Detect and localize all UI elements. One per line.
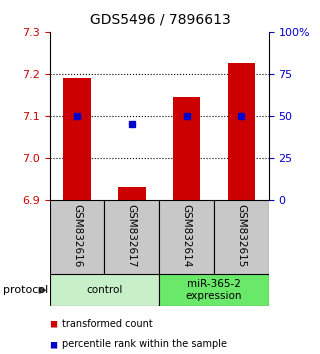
Bar xyxy=(50,274,159,306)
Bar xyxy=(104,200,159,274)
Bar xyxy=(118,187,146,200)
Bar xyxy=(173,97,200,200)
Bar xyxy=(159,274,269,306)
Text: GSM832617: GSM832617 xyxy=(127,204,137,267)
Text: GSM832614: GSM832614 xyxy=(182,204,192,267)
Text: miR-365-2
expression: miR-365-2 expression xyxy=(186,279,242,301)
Bar xyxy=(50,200,104,274)
Text: transformed count: transformed count xyxy=(62,319,153,329)
Bar xyxy=(228,63,255,200)
Text: protocol: protocol xyxy=(3,285,48,295)
Text: ◼: ◼ xyxy=(50,319,58,329)
Text: GSM832616: GSM832616 xyxy=(72,204,82,267)
Text: percentile rank within the sample: percentile rank within the sample xyxy=(62,339,228,349)
Bar xyxy=(159,200,214,274)
Text: GDS5496 / 7896613: GDS5496 / 7896613 xyxy=(90,12,230,27)
Text: GSM832615: GSM832615 xyxy=(236,204,246,267)
Bar xyxy=(63,78,91,200)
Text: ◼: ◼ xyxy=(50,339,58,349)
Bar xyxy=(214,200,269,274)
Text: control: control xyxy=(86,285,123,295)
